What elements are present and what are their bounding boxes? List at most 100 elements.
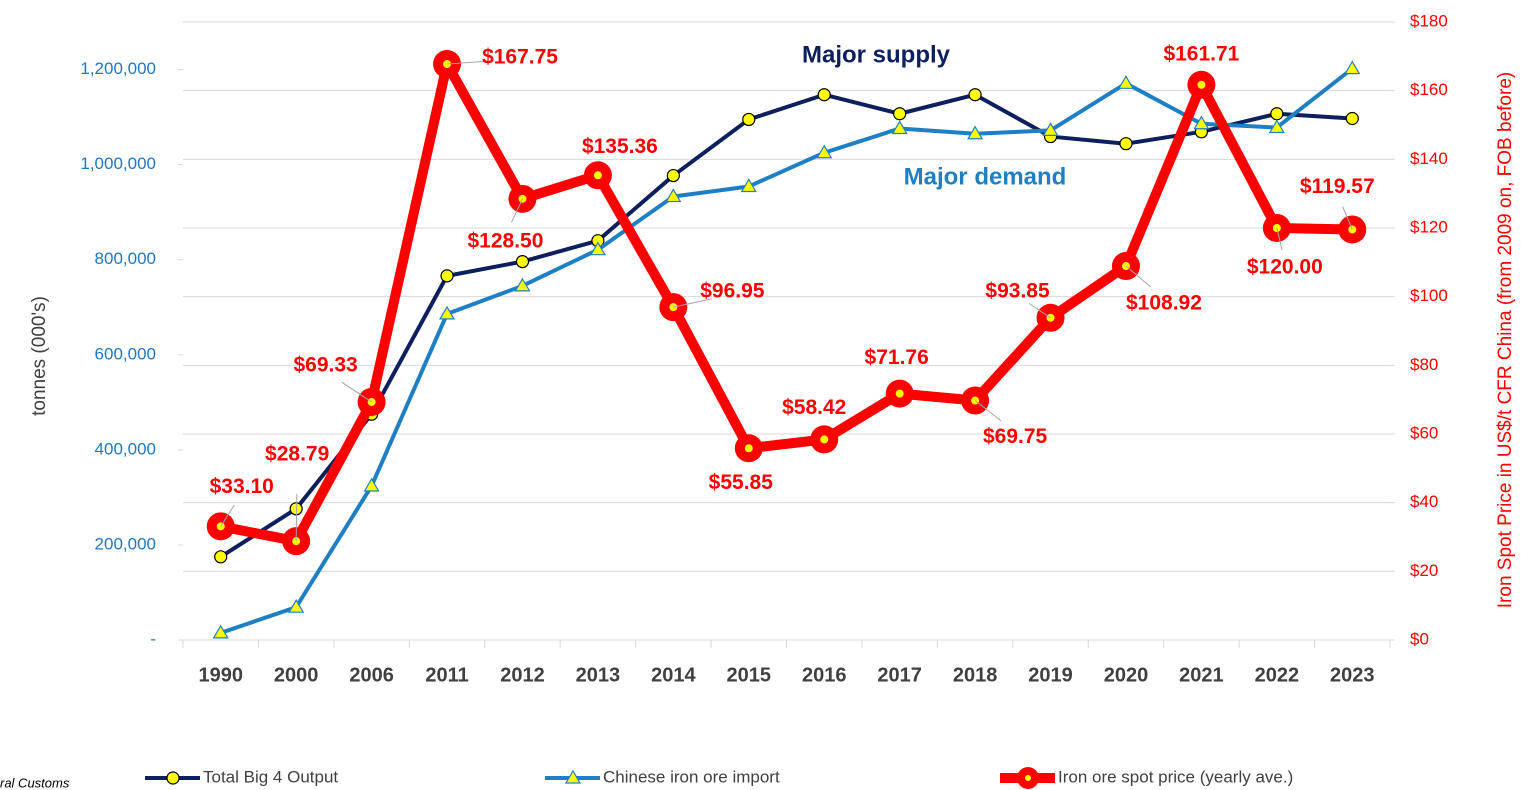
point (742, 112, 756, 127)
series-line (219, 59, 1353, 547)
point (363, 477, 380, 492)
data-label: $135.36 (582, 135, 658, 158)
data-label: $120.00 (1247, 256, 1323, 279)
data-label: $161.71 (1163, 42, 1239, 65)
leader-line (1028, 303, 1051, 319)
point (214, 550, 228, 564)
x-tick-label: 2018 (953, 664, 998, 686)
y2-tick-label: $120 (1410, 217, 1448, 236)
annotation: Major demand (904, 163, 1067, 190)
x-tick-label: 2022 (1255, 664, 1300, 686)
point (1270, 107, 1284, 121)
y2-tick-label: $80 (1410, 355, 1438, 374)
leader-line (295, 493, 298, 542)
x-tick-label: 2016 (802, 664, 847, 686)
point (515, 254, 530, 269)
point (740, 178, 757, 193)
annotation: Major supply (802, 41, 951, 68)
leader-line (1276, 227, 1283, 251)
legend-label: Chinese iron ore import (603, 767, 780, 786)
point (1344, 60, 1361, 75)
leader-line (1125, 265, 1151, 288)
point (166, 771, 180, 785)
leader-line (974, 400, 1002, 422)
point (816, 144, 833, 159)
point (288, 599, 305, 613)
y2-axis-label: Iron Spot Price in US$/t CFR China (from… (1495, 72, 1516, 608)
point (1042, 122, 1059, 136)
point-center (895, 389, 904, 398)
point (665, 188, 682, 203)
x-tick-label: 1990 (198, 664, 243, 686)
data-label: $69.33 (293, 354, 357, 377)
y2-tick-label: $20 (1410, 561, 1438, 580)
point-center (1197, 80, 1206, 89)
series-line (219, 92, 1353, 559)
y-tick-label: 200,000 (95, 534, 156, 553)
point (891, 120, 908, 135)
y2-tick-label: $60 (1410, 423, 1438, 442)
x-tick-label: 2021 (1179, 664, 1224, 686)
y-axis-label: tonnes (000's) (29, 296, 50, 416)
leader-line (220, 504, 235, 527)
data-label: $96.95 (700, 280, 765, 303)
data-label: $58.42 (782, 396, 846, 419)
x-tick-label: 2017 (877, 664, 922, 686)
point (589, 241, 606, 256)
leader-line (673, 298, 712, 308)
x-tick-label: 2012 (500, 664, 545, 686)
data-label: $108.92 (1126, 292, 1202, 315)
point-center (593, 171, 602, 180)
point (666, 168, 680, 183)
point-center (744, 444, 753, 453)
data-label: $93.85 (985, 279, 1050, 302)
data-label: $33.10 (210, 475, 274, 498)
x-tick-label: 2011 (425, 664, 468, 686)
y-tick-label: 1,200,000 (80, 59, 156, 78)
x-tick-label: 2014 (651, 664, 696, 686)
data-label: $69.75 (983, 425, 1048, 448)
series-line (220, 67, 1354, 635)
point (968, 88, 982, 102)
x-tick-label: 2006 (349, 664, 394, 686)
point (967, 125, 984, 140)
x-tick-label: 2019 (1028, 664, 1073, 686)
point-center (1025, 775, 1031, 781)
data-label: $128.50 (468, 229, 544, 252)
y-tick-label: - (150, 629, 156, 648)
y-tick-label: 800,000 (95, 249, 156, 268)
data-label: $71.76 (865, 346, 929, 369)
point (438, 305, 456, 320)
point (1268, 119, 1285, 134)
point (893, 107, 907, 121)
source-note: ral Customs (0, 775, 70, 790)
point-center (820, 435, 829, 444)
leader-line (510, 198, 523, 223)
point (1117, 75, 1135, 89)
point (514, 277, 531, 292)
data-label: $55.85 (709, 471, 774, 494)
leader-line (341, 381, 372, 403)
legend-label: Total Big 4 Output (203, 767, 338, 786)
y2-tick-label: $100 (1410, 286, 1448, 305)
point (1193, 115, 1210, 130)
y2-tick-label: $160 (1410, 80, 1448, 99)
x-tick-label: 2020 (1104, 664, 1149, 686)
data-label: $28.79 (265, 443, 329, 466)
point (1345, 111, 1359, 126)
point (1119, 137, 1133, 151)
leader-line (446, 60, 495, 65)
data-label: $119.57 (1300, 175, 1375, 198)
y2-tick-label: $140 (1410, 149, 1448, 168)
x-tick-label: 2015 (727, 664, 772, 686)
point (440, 269, 454, 283)
y2-tick-label: $0 (1410, 629, 1429, 648)
y2-tick-label: $180 (1410, 11, 1448, 30)
point (212, 624, 229, 639)
point (564, 769, 582, 784)
point (817, 88, 831, 102)
legend-label: Iron ore spot price (yearly ave.) (1058, 767, 1293, 786)
x-tick-label: 2023 (1330, 664, 1375, 686)
y-tick-label: 400,000 (95, 439, 156, 458)
